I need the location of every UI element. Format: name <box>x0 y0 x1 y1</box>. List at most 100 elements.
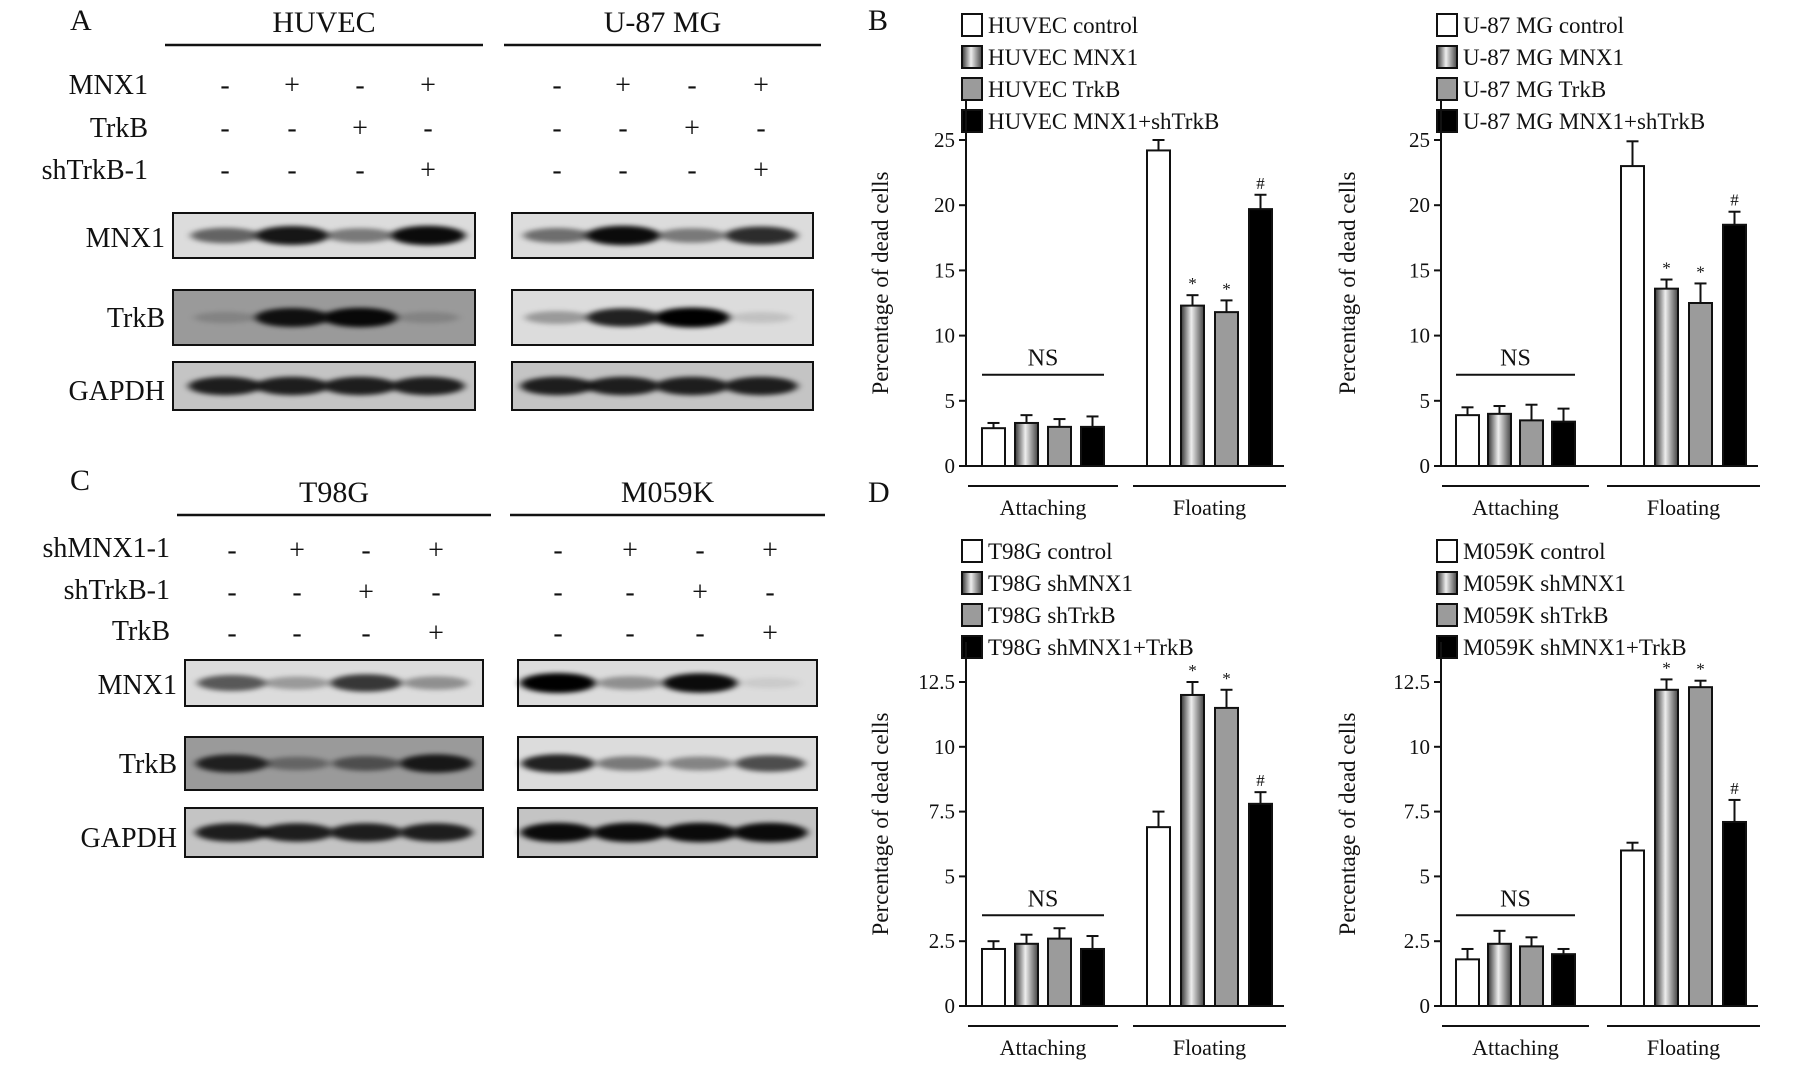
blot-band <box>662 673 738 693</box>
blot-band <box>396 311 460 324</box>
blot-band <box>399 823 473 842</box>
treatment-sign: - <box>618 113 627 144</box>
bar <box>1722 223 1747 467</box>
y-tick-label: 12.5 <box>918 670 955 694</box>
blot-band <box>255 376 329 396</box>
blot-band <box>734 755 806 772</box>
treatment-sign: - <box>220 155 229 186</box>
legend-label: U-87 MG MNX1+shTrkB <box>1463 109 1705 134</box>
significance-mark: # <box>1730 191 1739 210</box>
treatment-label: MNX1 <box>69 70 148 101</box>
blot-band <box>586 308 660 327</box>
treatment-sign: - <box>695 535 704 566</box>
bar <box>1214 706 1239 1007</box>
y-axis-label: Percentage of dead cells <box>1335 713 1360 936</box>
blot-band <box>654 307 730 328</box>
y-tick-label: 10 <box>934 735 955 759</box>
legend-swatch <box>961 571 983 595</box>
treatment-sign: - <box>695 618 704 649</box>
bar <box>1722 820 1747 1008</box>
significance-mark: * <box>1662 259 1671 278</box>
treatment-sign: + <box>289 535 305 566</box>
legend-label: U-87 MG control <box>1463 13 1624 38</box>
legend-swatch <box>1436 603 1458 627</box>
blot-band <box>197 675 267 691</box>
bar <box>1551 953 1576 1007</box>
blot-band <box>322 307 398 328</box>
treatment-sign: + <box>753 155 769 186</box>
treatment-sign: - <box>625 577 634 608</box>
protein-label: TrkB <box>119 749 177 780</box>
x-category-label: Floating <box>1173 1035 1246 1060</box>
legend-swatch <box>961 539 983 563</box>
legend-label: T98G shMNX1+TrkB <box>988 635 1194 660</box>
blot-band <box>596 756 664 771</box>
treatment-sign: - <box>220 70 229 101</box>
blot-band <box>391 376 465 396</box>
protein-label: MNX1 <box>98 670 177 701</box>
blot-band <box>264 676 330 690</box>
y-tick-label: 0 <box>945 994 956 1018</box>
legend-swatch <box>961 603 983 627</box>
treatment-sign: + <box>684 113 700 144</box>
treatment-sign: - <box>292 618 301 649</box>
legend-swatch <box>1436 45 1458 69</box>
treatment-sign: - <box>618 155 627 186</box>
treatment-sign: - <box>361 618 370 649</box>
y-axis-label: Percentage of dead cells <box>868 713 893 936</box>
treatment-sign: - <box>552 155 561 186</box>
y-tick-label: 15 <box>1409 258 1430 282</box>
x-category-label: Floating <box>1173 495 1246 520</box>
legend-label: HUVEC TrkB <box>988 77 1120 102</box>
western-blot-panel-a: HUVEC MNX1 - + - + TrkB - - + - shTrkB-1 - - - + MNX1 Trk… <box>42 6 821 411</box>
treatment-sign: - <box>287 113 296 144</box>
bar <box>1180 304 1205 467</box>
ns-label: NS <box>1500 346 1531 372</box>
bar <box>981 947 1006 1008</box>
protein-label: MNX1 <box>86 223 165 254</box>
ns-label: NS <box>1500 886 1531 912</box>
blot-band <box>264 756 330 771</box>
significance-mark: * <box>1222 279 1231 298</box>
treatment-label: shTrkB-1 <box>42 155 148 186</box>
bar <box>1180 693 1205 1008</box>
bar <box>1620 165 1645 468</box>
panel-letter-a: A <box>70 4 92 37</box>
bar <box>1487 412 1512 467</box>
legend-swatch <box>961 13 983 37</box>
legend-label: HUVEC MNX1+shTrkB <box>988 109 1219 134</box>
legend-label: M059K control <box>1463 539 1605 564</box>
significance-mark: # <box>1256 174 1265 193</box>
treatment-sign: + <box>762 618 778 649</box>
legend-label: T98G shTrkB <box>988 603 1116 628</box>
y-tick-label: 25 <box>1409 128 1430 152</box>
treatment-sign: - <box>220 113 229 144</box>
blot-band <box>520 376 594 396</box>
protein-label: GAPDH <box>81 823 177 854</box>
x-category-label: Floating <box>1647 1035 1720 1060</box>
bar <box>1654 287 1679 467</box>
treatment-sign: + <box>753 70 769 101</box>
blot-band <box>520 673 596 693</box>
legend-swatch <box>1436 77 1458 101</box>
legend-label: U-87 MG TrkB <box>1463 77 1606 102</box>
legend-swatch <box>961 77 983 101</box>
y-tick-label: 15 <box>934 258 955 282</box>
y-tick-label: 0 <box>1420 454 1431 478</box>
x-category-label: Attaching <box>1472 495 1559 520</box>
treatment-sign: - <box>687 155 696 186</box>
treatment-sign: - <box>355 70 364 101</box>
bar <box>1047 425 1072 468</box>
bar <box>1551 420 1576 467</box>
treatment-sign: - <box>292 577 301 608</box>
bar <box>1519 945 1544 1007</box>
y-tick-label: 12.5 <box>1393 670 1430 694</box>
x-category-label: Floating <box>1647 495 1720 520</box>
legend-label: T98G shMNX1 <box>988 571 1133 596</box>
blot-title: HUVEC <box>272 6 375 39</box>
treatment-label: shMNX1-1 <box>42 533 170 564</box>
significance-mark: * <box>1696 262 1705 281</box>
significance-mark: * <box>1188 274 1197 293</box>
treatment-sign: - <box>687 70 696 101</box>
blot-band <box>390 225 466 246</box>
